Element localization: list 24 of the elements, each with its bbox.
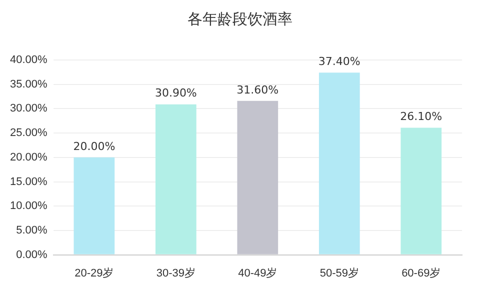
x-tick-label: 20-29岁 — [74, 267, 114, 280]
data-label: 20.00% — [73, 140, 116, 153]
data-label: 37.40% — [318, 55, 360, 68]
bar — [318, 72, 360, 254]
data-label: 31.60% — [236, 83, 279, 96]
bar — [155, 104, 196, 254]
bar — [400, 128, 442, 254]
y-tick-label: 30.00% — [10, 102, 48, 115]
y-tick-label: 15.00% — [10, 176, 48, 188]
x-tick-label: 30-39岁 — [156, 267, 196, 280]
data-label: 26.10% — [400, 110, 442, 124]
y-tick-label: 40.00% — [10, 54, 48, 66]
chart-title: 各年龄段饮酒率 — [186, 10, 294, 29]
y-tick-label: 25.00% — [10, 127, 48, 140]
y-tick-label: 5.00% — [16, 224, 48, 236]
data-label: 30.90% — [154, 86, 197, 100]
y-tick-label: 35.00% — [10, 78, 48, 90]
x-tick-label: 60-69岁 — [402, 267, 441, 280]
y-tick-label: 0.00% — [16, 248, 48, 261]
x-tick-label: 40-49岁 — [238, 267, 278, 280]
y-tick-label: 10.00% — [10, 200, 48, 212]
x-tick-label: 50-59岁 — [320, 267, 359, 280]
bar — [74, 157, 115, 254]
y-tick-label: 20.00% — [10, 151, 48, 164]
